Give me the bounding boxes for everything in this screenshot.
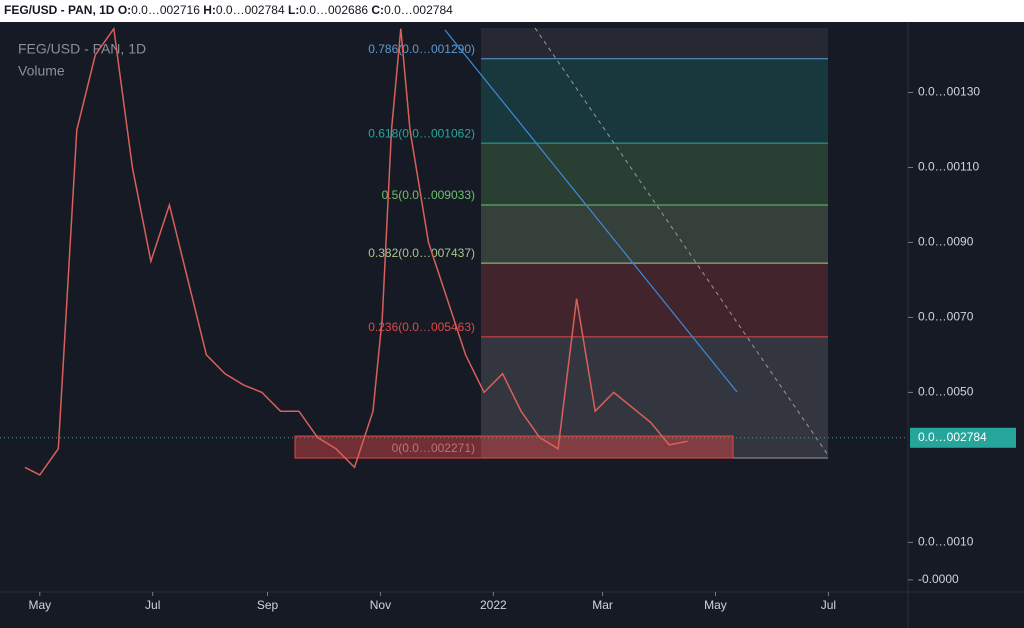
x-tick-label: Sep bbox=[257, 598, 279, 612]
header-field: 0.0…002784 bbox=[216, 3, 285, 17]
y-tick-label: 0.0…00130 bbox=[918, 85, 980, 99]
last-price-label: 0.0…002784 bbox=[918, 430, 987, 444]
y-tick-label: -0.0000 bbox=[918, 572, 959, 586]
x-tick-label: Mar bbox=[592, 598, 613, 612]
header: FEG/USD - PAN, 1D O:0.0…002716 H:0.0…002… bbox=[4, 3, 453, 17]
header-field: FEG/USD - PAN, 1D bbox=[4, 3, 115, 17]
header-field: O: bbox=[118, 3, 131, 17]
header-bar bbox=[0, 0, 1024, 22]
header-field: C: bbox=[371, 3, 384, 17]
x-tick-label: May bbox=[28, 598, 51, 612]
fib-zone bbox=[481, 204, 828, 264]
fib-label: 0.786(0.0…001290) bbox=[368, 42, 475, 56]
fib-label: 0(0.0…002271) bbox=[392, 441, 475, 455]
x-tick-label: Jul bbox=[821, 598, 836, 612]
fib-label: 0.382(0.0…007437) bbox=[368, 246, 475, 260]
fib-label: 0.236(0.0…005463) bbox=[368, 320, 475, 334]
fib-zone bbox=[481, 143, 828, 205]
last-price-tag bbox=[910, 427, 1016, 448]
fib-zone bbox=[481, 263, 828, 337]
legend-symbol: FEG/USD - PAN, 1D bbox=[18, 41, 146, 57]
header-text: FEG/USD - PAN, 1D O:0.0…002716 H:0.0…002… bbox=[4, 3, 453, 17]
zone-box bbox=[294, 435, 734, 459]
fib-zone bbox=[481, 58, 828, 144]
price-line bbox=[24, 26, 688, 476]
trend-line bbox=[444, 29, 738, 393]
y-tick-label: 0.0…0070 bbox=[918, 310, 974, 324]
y-tick-label: 0.0…0090 bbox=[918, 235, 974, 249]
fib-label: 0.618(0.0…001062) bbox=[368, 126, 475, 140]
header-field: 0.0…002716 bbox=[131, 3, 200, 17]
y-tick-label: 0.0…0010 bbox=[918, 535, 974, 549]
fib-label: 0.5(0.0…009033) bbox=[382, 188, 475, 202]
trend-line-dashed bbox=[534, 27, 829, 456]
x-tick-label: Jul bbox=[145, 598, 160, 612]
x-tick-label: Nov bbox=[370, 598, 391, 612]
y-tick-label: 0.0…0050 bbox=[918, 385, 974, 399]
legend-volume: Volume bbox=[18, 63, 65, 79]
y-tick-label: 0.0…00110 bbox=[918, 160, 979, 174]
x-tick-label: 2022 bbox=[480, 598, 507, 612]
fib-zone bbox=[481, 336, 828, 459]
header-field: L: bbox=[288, 3, 299, 17]
header-field: H: bbox=[203, 3, 216, 17]
header-field: 0.0…002784 bbox=[384, 3, 453, 17]
x-tick-label: May bbox=[704, 598, 727, 612]
header-field: 0.0…002686 bbox=[299, 3, 368, 17]
fib-extension bbox=[481, 28, 828, 59]
